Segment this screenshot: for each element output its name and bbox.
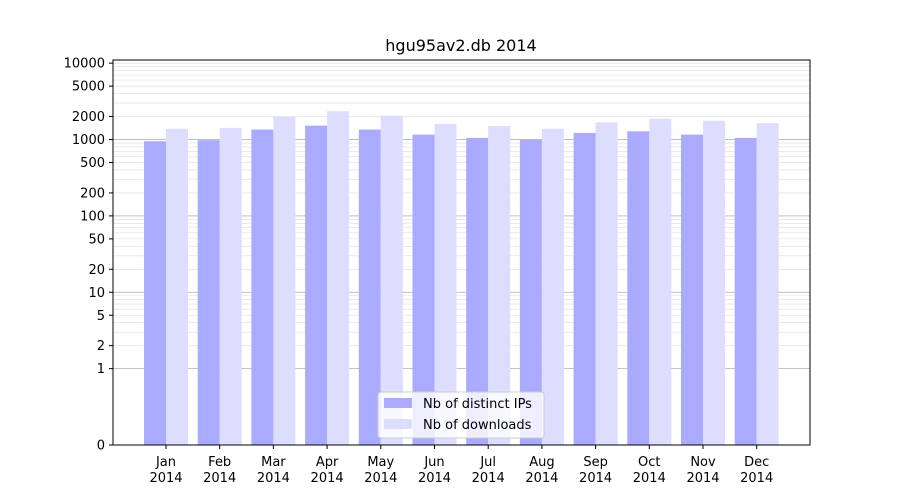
bars xyxy=(144,111,779,446)
x-axis: Jan2014Feb2014Mar2014Apr2014May2014Jun20… xyxy=(149,445,773,486)
chart-title: hgu95av2.db 2014 xyxy=(385,36,536,55)
y-axis: 0 1 2 5 10 20 50 100 200 500 1000 2000 5000 10000 xyxy=(64,57,113,454)
y-tick-label: 500 xyxy=(80,156,105,171)
bar-downloads xyxy=(595,122,618,445)
x-tick-label-year: 2014 xyxy=(418,471,451,486)
bar-distinct-ips xyxy=(251,129,274,445)
x-tick-label-year: 2014 xyxy=(311,471,344,486)
bar-downloads xyxy=(273,116,296,445)
y-tick-label: 2000 xyxy=(72,110,105,125)
y-tick-label: 1 xyxy=(97,362,105,377)
x-tick-label-year: 2014 xyxy=(579,471,612,486)
x-tick-label-month: Oct xyxy=(638,455,660,470)
bar-distinct-ips xyxy=(197,140,220,445)
bar-downloads xyxy=(166,128,188,445)
bar-distinct-ips xyxy=(681,134,703,446)
bar-downloads xyxy=(756,123,779,445)
x-tick-label-month: Jul xyxy=(479,455,496,470)
legend-box xyxy=(377,391,545,439)
x-tick-label-month: Jun xyxy=(423,455,444,470)
legend-swatch-downloads xyxy=(384,419,412,429)
bar-downloads xyxy=(434,123,457,445)
legend-label-downloads: Nb of downloads xyxy=(423,418,532,433)
bar-downloads xyxy=(703,120,725,445)
x-tick-label-year: 2014 xyxy=(525,471,558,486)
y-tick-label: 5000 xyxy=(72,80,105,95)
bar-distinct-ips xyxy=(466,137,489,445)
y-tick-label: 10000 xyxy=(64,57,105,72)
x-tick-label-year: 2014 xyxy=(686,471,719,486)
x-tick-label-year: 2014 xyxy=(740,471,773,486)
bar-distinct-ips xyxy=(144,141,166,446)
x-tick-label-year: 2014 xyxy=(364,471,397,486)
y-tick-label: 200 xyxy=(80,186,105,201)
bar-distinct-ips xyxy=(627,131,650,445)
bar-distinct-ips xyxy=(305,125,328,446)
x-tick-label-month: Dec xyxy=(744,455,769,470)
legend-label-distinct-ips: Nb of distinct IPs xyxy=(423,397,532,412)
x-tick-label-month: Aug xyxy=(529,455,554,470)
bar-downloads xyxy=(219,127,242,446)
y-tick-label: 100 xyxy=(80,209,105,224)
x-tick-label-month: Sep xyxy=(583,455,608,470)
bar-distinct-ips xyxy=(519,139,542,445)
y-tick-label: 2 xyxy=(97,339,105,354)
x-tick-label-year: 2014 xyxy=(257,471,290,486)
x-tick-label-month: Mar xyxy=(261,455,286,470)
x-tick-label-month: Feb xyxy=(208,455,231,470)
bar-downloads xyxy=(541,128,564,445)
plot-area-frame xyxy=(112,59,811,446)
bar-distinct-ips xyxy=(358,129,381,445)
bar-distinct-ips xyxy=(573,132,596,445)
x-tick-label-month: Apr xyxy=(316,455,339,470)
x-tick-label-year: 2014 xyxy=(633,471,666,486)
legend-swatch-distinct-ips xyxy=(384,398,412,408)
x-tick-label-month: Jan xyxy=(155,455,176,470)
x-tick-label-month: May xyxy=(367,455,394,470)
x-tick-label-year: 2014 xyxy=(472,471,505,486)
bar-distinct-ips xyxy=(412,134,435,446)
bar-distinct-ips xyxy=(734,137,757,445)
y-tick-label: 1000 xyxy=(72,133,105,148)
bar-downloads xyxy=(488,126,511,446)
x-tick-label-year: 2014 xyxy=(203,471,236,486)
bar-downloads xyxy=(380,115,403,445)
y-tick-label: 50 xyxy=(88,232,105,247)
legend: Nb of distinct IPs Nb of downloads xyxy=(377,391,545,439)
x-tick-label-year: 2014 xyxy=(149,471,182,486)
y-tick-label: 0 xyxy=(97,439,105,454)
y-tick-label: 5 xyxy=(97,309,105,324)
y-tick-label: 20 xyxy=(88,263,105,278)
bar-downloads xyxy=(327,111,350,445)
x-tick-label-month: Nov xyxy=(690,455,716,470)
y-tick-label: 10 xyxy=(88,286,105,301)
bar-downloads xyxy=(649,118,672,445)
